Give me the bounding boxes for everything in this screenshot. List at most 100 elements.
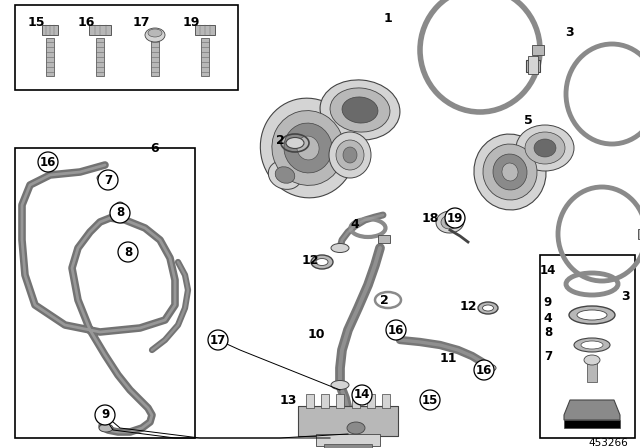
Circle shape: [445, 208, 465, 228]
Ellipse shape: [329, 132, 371, 178]
Circle shape: [98, 170, 118, 190]
Bar: [564, 420, 620, 428]
Ellipse shape: [297, 136, 319, 160]
Ellipse shape: [311, 255, 333, 269]
Bar: [316, 434, 380, 446]
Ellipse shape: [574, 338, 610, 352]
Ellipse shape: [320, 80, 400, 140]
Text: 2: 2: [380, 293, 388, 306]
Text: 11: 11: [439, 352, 457, 365]
Text: 9: 9: [101, 409, 109, 422]
Bar: [96, 38, 104, 76]
Text: 18: 18: [421, 211, 438, 224]
Text: 8: 8: [116, 207, 124, 220]
Text: 16: 16: [476, 363, 492, 376]
Bar: [638, 229, 640, 239]
Text: 16: 16: [388, 323, 404, 336]
Text: 1: 1: [383, 12, 392, 25]
Circle shape: [474, 360, 494, 380]
Text: 8: 8: [544, 327, 552, 340]
Ellipse shape: [534, 139, 556, 157]
Bar: [42, 25, 58, 35]
Text: 17: 17: [132, 16, 150, 29]
Ellipse shape: [502, 163, 518, 181]
Ellipse shape: [493, 154, 527, 190]
Text: 4: 4: [543, 311, 552, 324]
Ellipse shape: [441, 215, 459, 229]
Circle shape: [118, 242, 138, 262]
Ellipse shape: [268, 161, 301, 190]
Text: 3: 3: [621, 289, 629, 302]
Ellipse shape: [569, 306, 615, 324]
Text: 7: 7: [104, 173, 112, 186]
Text: 15: 15: [422, 393, 438, 406]
Ellipse shape: [145, 28, 165, 42]
Bar: [540, 255, 635, 438]
Circle shape: [115, 202, 125, 212]
Text: 9: 9: [544, 296, 552, 309]
Bar: [324, 444, 372, 448]
Ellipse shape: [483, 144, 537, 200]
Bar: [15, 148, 195, 438]
Text: 5: 5: [524, 113, 532, 126]
Ellipse shape: [260, 98, 356, 198]
Bar: [298, 406, 398, 436]
Bar: [321, 394, 329, 408]
Bar: [151, 38, 159, 76]
Text: 2: 2: [276, 134, 284, 146]
Text: 3: 3: [566, 26, 574, 39]
Text: 15: 15: [28, 16, 45, 29]
Text: 14: 14: [540, 263, 556, 276]
Ellipse shape: [347, 422, 365, 434]
Ellipse shape: [342, 97, 378, 123]
Bar: [382, 394, 390, 408]
Text: 16: 16: [40, 155, 56, 168]
Ellipse shape: [99, 424, 113, 432]
Ellipse shape: [286, 138, 304, 148]
Text: 17: 17: [210, 333, 226, 346]
Ellipse shape: [316, 258, 328, 266]
Circle shape: [386, 320, 406, 340]
Text: 4: 4: [351, 219, 360, 232]
Text: 453266: 453266: [588, 438, 628, 448]
Text: 12: 12: [460, 300, 477, 313]
Bar: [367, 394, 375, 408]
Bar: [89, 25, 111, 35]
Ellipse shape: [148, 29, 162, 37]
Ellipse shape: [516, 125, 574, 171]
Bar: [351, 394, 360, 408]
Text: 7: 7: [544, 350, 552, 363]
Text: 16: 16: [77, 16, 95, 29]
Ellipse shape: [581, 341, 603, 349]
Ellipse shape: [336, 140, 364, 170]
Ellipse shape: [331, 380, 349, 389]
Bar: [15, 5, 238, 90]
Ellipse shape: [343, 147, 357, 163]
Ellipse shape: [331, 244, 349, 253]
Circle shape: [95, 405, 115, 425]
Bar: [378, 235, 390, 243]
Bar: [46, 38, 54, 76]
Text: 14: 14: [354, 388, 370, 401]
Bar: [195, 25, 215, 35]
Ellipse shape: [525, 132, 565, 164]
Circle shape: [208, 330, 228, 350]
Bar: [201, 38, 209, 76]
Bar: [337, 394, 344, 408]
Ellipse shape: [483, 305, 493, 311]
Text: 19: 19: [182, 16, 200, 29]
Ellipse shape: [284, 123, 332, 173]
Circle shape: [110, 203, 130, 223]
Text: 13: 13: [279, 393, 297, 406]
Bar: [306, 394, 314, 408]
Ellipse shape: [577, 310, 607, 320]
Ellipse shape: [97, 174, 109, 182]
Ellipse shape: [474, 134, 546, 210]
Bar: [532, 45, 544, 55]
Polygon shape: [564, 400, 620, 420]
Ellipse shape: [275, 167, 295, 183]
Ellipse shape: [445, 218, 455, 226]
Bar: [587, 360, 597, 382]
Circle shape: [420, 390, 440, 410]
Circle shape: [38, 152, 58, 172]
